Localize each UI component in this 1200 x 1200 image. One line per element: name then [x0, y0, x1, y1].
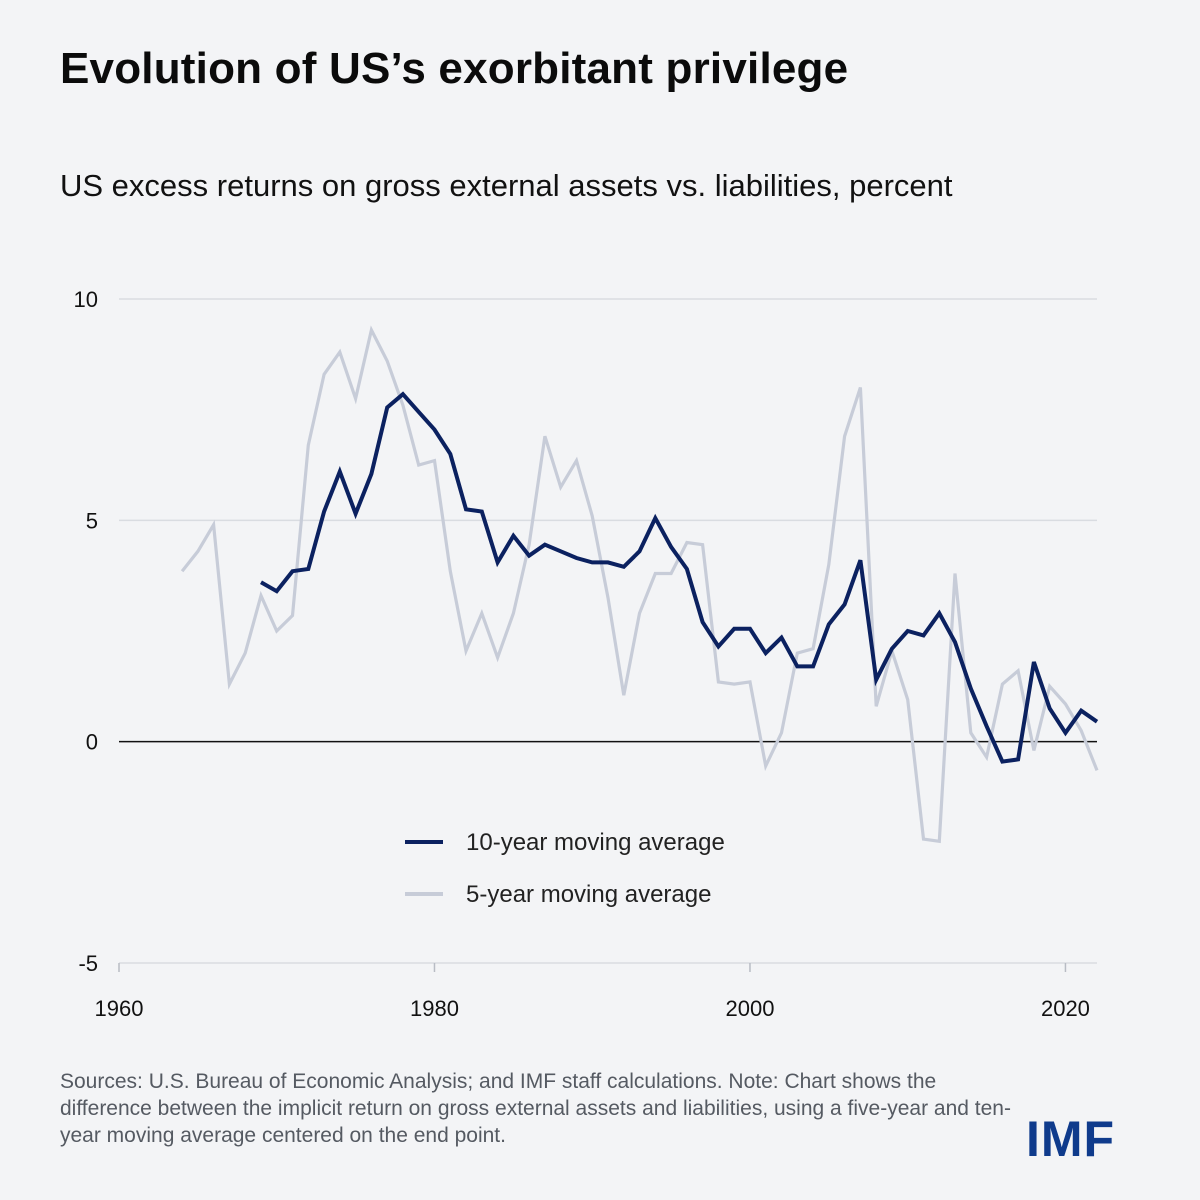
x-tick-label-1960: 1960: [95, 996, 144, 1021]
grid-layer: [119, 298, 1097, 743]
chart-subtitle: US excess returns on gross external asse…: [60, 168, 953, 203]
x-tick-label-2000: 2000: [725, 996, 774, 1021]
axis-layer: 10 5 0 -5 1960 1980 2000 2020: [74, 287, 1097, 1021]
x-tick-label-2020: 2020: [1041, 996, 1090, 1021]
line-chart: 10 5 0 -5 1960 1980 2000 2020 10-year moving av…: [74, 287, 1099, 1021]
y-tick-label-10: 10: [74, 287, 98, 312]
chart-title: Evolution of US’s exorbitant privilege: [60, 44, 849, 93]
series-line-ten-year: [260, 391, 1099, 764]
legend-label-five-year: 5-year moving average: [466, 881, 711, 908]
y-tick-label-5: 5: [86, 508, 98, 533]
y-tick-label-0: 0: [86, 730, 98, 755]
legend-label-ten-year: 10-year moving average: [466, 829, 725, 856]
legend: 10-year moving average 5-year moving aver…: [405, 829, 725, 908]
source-note: Sources: U.S. Bureau of Economic Analysi…: [60, 1070, 1011, 1147]
imf-logo: IMF: [1026, 1111, 1116, 1167]
series-layer: [180, 325, 1099, 844]
x-tick-label-1980: 1980: [410, 996, 459, 1021]
y-tick-label--5: -5: [78, 951, 98, 976]
series-line-five-year: [180, 325, 1099, 844]
